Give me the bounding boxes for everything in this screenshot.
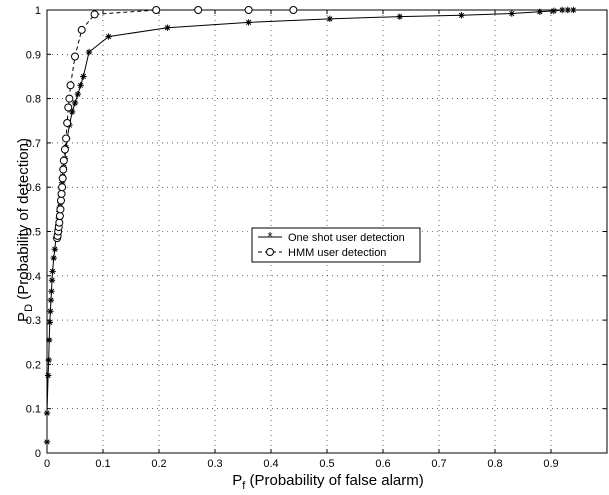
data-point-star: [458, 12, 465, 19]
data-point-circle: [55, 211, 64, 220]
x-tick-label: 0.7: [431, 458, 446, 470]
legend-marker-circle: [266, 248, 274, 256]
data-point-star: [105, 33, 112, 40]
y-axis-title: PD (Probability of detection): [15, 138, 35, 322]
x-tick-label: 0.1: [95, 458, 110, 470]
data-point-star: [508, 10, 515, 17]
data-point-star: [48, 288, 55, 295]
data-point-star: [164, 24, 171, 31]
legend-marker-star: *: [267, 229, 272, 244]
data-point-star: [69, 108, 76, 116]
data-point-circle: [58, 174, 67, 183]
legend: * One shot user detection HMM user detec…: [251, 227, 421, 263]
data-point-star: [47, 296, 55, 304]
y-tick-label: 0.6: [26, 182, 41, 194]
x-tick-label: 0.6: [375, 458, 390, 470]
data-point-circle: [152, 6, 161, 14]
data-point-circle: [56, 205, 65, 214]
x-tick-label: 0.2: [151, 458, 166, 470]
data-point-star: [536, 8, 543, 15]
data-point-circle: [64, 103, 73, 112]
data-point-star: [74, 90, 81, 98]
data-point-circle: [289, 6, 298, 14]
data-point-star: [43, 438, 51, 446]
legend-box: [251, 227, 421, 263]
y-tick-label: 0.3: [26, 315, 41, 327]
x-tick-label: 0.4: [263, 458, 278, 470]
data-point-star: [550, 7, 557, 15]
series-layer: [43, 6, 577, 446]
data-point-circle: [90, 10, 99, 19]
data-point-star: [77, 82, 84, 89]
data-point-circle: [194, 6, 203, 14]
y-tick-label: 0.1: [26, 404, 41, 416]
data-point-circle: [59, 165, 68, 174]
data-point-star: [570, 6, 577, 14]
data-point-circle: [60, 145, 69, 154]
data-point-star: [50, 254, 57, 262]
data-point-star: [51, 246, 59, 253]
data-point-star: [46, 319, 53, 326]
data-point-circle: [77, 25, 86, 34]
x-tick-label: 0.5: [319, 458, 334, 470]
legend-label-hmm: HMM user detection: [288, 247, 386, 259]
data-point-star: [71, 99, 79, 107]
data-point-circle: [71, 52, 79, 61]
data-point-star: [85, 48, 93, 56]
x-tick-label: 0.9: [543, 458, 558, 470]
axis-ticks: 0 0.1 0.2 0.3 0.4 0.5 0.6 0.7 0.8 0.9 0 0.1 0.2 0.3 0.…: [26, 5, 607, 470]
legend-label-one-shot: One shot user detection: [288, 232, 405, 244]
data-point-star: [58, 179, 66, 186]
data-point-circle: [66, 81, 75, 90]
data-point-circle: [65, 94, 74, 103]
data-point-circle: [59, 156, 68, 165]
data-point-circle: [57, 189, 66, 198]
x-axis-title: Pf (Probability of false alarm): [232, 472, 423, 492]
x-tick-label: 0.8: [487, 458, 502, 470]
data-point-star: [48, 277, 56, 284]
y-tick-label: 0.7: [26, 138, 41, 150]
data-point-star: [46, 336, 53, 344]
data-point-star: [396, 13, 403, 20]
data-point-circle: [55, 218, 64, 227]
y-tick-label: 0: [35, 448, 41, 460]
data-point-star: [245, 19, 252, 26]
data-point-star: [564, 6, 571, 14]
data-point-star: [49, 268, 56, 275]
data-point-star: [43, 409, 51, 417]
y-tick-label: 0.4: [26, 271, 41, 283]
data-point-circle: [244, 6, 253, 14]
data-point-star: [47, 308, 54, 315]
x-tick-label: 0.3: [207, 458, 222, 470]
y-tick-label: 1: [35, 5, 41, 17]
x-tick-label: 0: [44, 458, 50, 470]
data-point-circle: [62, 134, 71, 143]
data-point-circle: [57, 196, 65, 205]
data-point-star: [45, 356, 52, 364]
y-tick-label: 0.9: [26, 49, 41, 61]
y-tick-label: 0.5: [26, 227, 41, 239]
data-point-star: [80, 73, 87, 80]
data-point-star: [326, 15, 333, 23]
y-tick-label: 0.2: [26, 359, 41, 371]
series-hmm: [53, 6, 298, 243]
data-point-star: [559, 6, 566, 14]
data-point-circle: [58, 183, 67, 192]
y-tick-label: 0.8: [26, 94, 41, 106]
data-point-star: [44, 372, 52, 379]
data-point-circle: [63, 118, 72, 127]
